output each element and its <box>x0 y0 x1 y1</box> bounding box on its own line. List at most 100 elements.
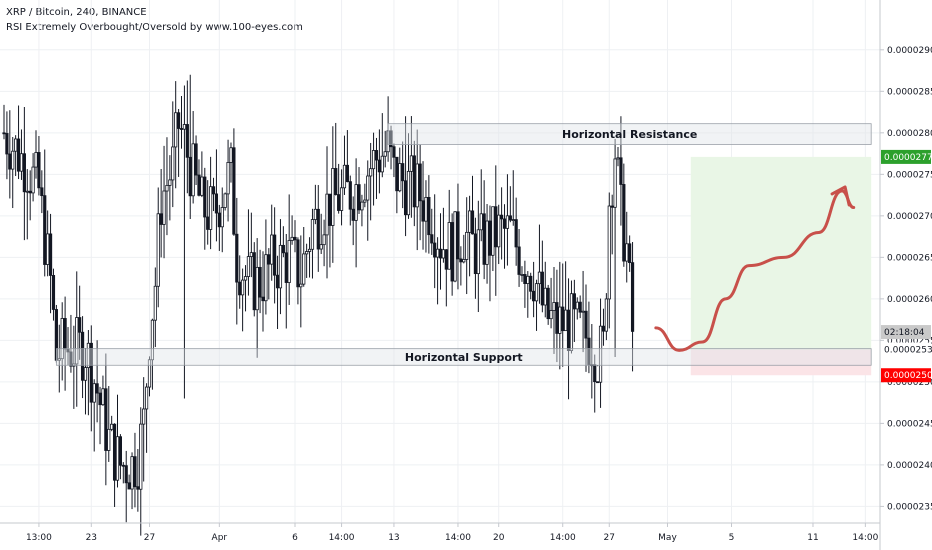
candle-107 <box>313 184 317 225</box>
candle-body-125 <box>366 175 370 201</box>
candle-body-16 <box>48 233 53 276</box>
candle-body-96 <box>281 244 285 254</box>
candle-body-119 <box>348 181 352 210</box>
candle-173 <box>505 174 510 266</box>
candle-body-83 <box>243 276 248 281</box>
candle-body-195 <box>569 293 574 352</box>
candle-175 <box>511 170 515 226</box>
candle-body-128 <box>374 150 379 161</box>
zone-label-1: Horizontal Support <box>405 351 523 364</box>
candle-6 <box>19 129 24 180</box>
candle-body-80 <box>235 233 239 283</box>
candle-163 <box>476 200 480 313</box>
candle-body-92 <box>270 234 274 265</box>
candle-body-47 <box>139 423 143 490</box>
candle-body-59 <box>174 112 178 148</box>
candle-48 <box>142 377 146 482</box>
candle-55 <box>162 145 166 259</box>
candle-144 <box>421 161 425 250</box>
candle-101 <box>296 237 300 305</box>
candle-body-173 <box>505 215 510 229</box>
candle-body-3 <box>11 150 15 170</box>
candle-205 <box>598 298 603 408</box>
candle-body-165 <box>482 213 486 265</box>
candle-30 <box>89 325 93 432</box>
candle-181 <box>529 272 533 300</box>
candle-171 <box>500 187 504 260</box>
candle-23 <box>69 314 73 373</box>
candle-178 <box>520 266 524 282</box>
candle-body-68 <box>200 176 204 196</box>
candle-35 <box>104 353 108 486</box>
countdown-badge: 02:18:04 <box>881 325 931 340</box>
candle-body-69 <box>203 176 207 218</box>
candle-188 <box>549 277 553 329</box>
candle-70 <box>206 180 210 245</box>
chart-grid <box>0 0 880 523</box>
candle-body-31 <box>92 383 96 403</box>
candle-body-63 <box>185 124 189 158</box>
candle-body-204 <box>596 381 600 384</box>
candle-body-10 <box>31 166 35 194</box>
candle-160 <box>467 195 472 277</box>
candle-body-12 <box>37 152 41 189</box>
candle-76 <box>223 192 227 211</box>
candle-98 <box>287 194 291 305</box>
candle-body-48 <box>142 408 146 425</box>
candle-213 <box>622 163 626 267</box>
candle-199 <box>581 270 585 353</box>
x-tick-label-3: Apr <box>212 533 228 543</box>
candle-41 <box>121 462 125 484</box>
candle-33 <box>98 386 102 445</box>
candle-11 <box>34 130 38 179</box>
candle-body-134 <box>392 146 396 158</box>
candle-body-176 <box>514 219 518 248</box>
candle-body-175 <box>511 219 515 221</box>
candle-body-147 <box>430 234 434 244</box>
candle-body-180 <box>526 275 530 284</box>
candle-body-150 <box>438 248 443 259</box>
candle-145 <box>424 180 428 253</box>
candle-179 <box>523 260 527 308</box>
candle-body-103 <box>302 253 306 285</box>
candle-body-154 <box>450 222 454 282</box>
candle-body-79 <box>232 147 236 235</box>
candle-143 <box>418 144 422 241</box>
candle-body-7 <box>22 153 26 193</box>
candle-body-209 <box>610 205 614 208</box>
candle-body-1 <box>5 133 9 155</box>
candle-body-111 <box>325 193 329 236</box>
candle-body-145 <box>424 196 428 222</box>
candle-142 <box>415 129 419 251</box>
candle-body-40 <box>118 436 122 466</box>
candle-body-6 <box>19 153 24 172</box>
candle-body-187 <box>546 287 550 320</box>
candle-108 <box>316 185 320 272</box>
candle-body-52 <box>153 285 157 321</box>
candle-114 <box>334 122 338 196</box>
zone-box-1 <box>55 348 872 366</box>
x-tick-label-6: 13 <box>388 533 399 543</box>
y-tick-label-1: 0.00002400 <box>887 461 932 471</box>
chart-header-indicator[interactable]: RSI Extremely Overbought/Oversold by www… <box>6 22 303 33</box>
candle-body-102 <box>299 283 303 288</box>
candle-137 <box>401 141 405 209</box>
candle-body-137 <box>401 163 405 182</box>
candle-body-157 <box>459 258 463 263</box>
candle-198 <box>578 295 582 319</box>
candle-141 <box>412 140 416 227</box>
candle-body-149 <box>435 248 440 258</box>
entry-price-badge-bg <box>881 342 931 357</box>
candle-133 <box>389 125 393 170</box>
y-tick-label-8: 0.00002750 <box>887 170 932 180</box>
x-tick-label-9: 14:00 <box>550 533 576 543</box>
candle-157 <box>459 246 463 286</box>
candle-body-166 <box>485 220 489 265</box>
candle-body-45 <box>133 456 137 488</box>
candle-body-162 <box>473 233 478 275</box>
candle-194 <box>566 278 571 400</box>
candle-body-113 <box>331 168 335 226</box>
candle-body-0 <box>2 132 6 135</box>
candle-body-41 <box>121 464 125 467</box>
